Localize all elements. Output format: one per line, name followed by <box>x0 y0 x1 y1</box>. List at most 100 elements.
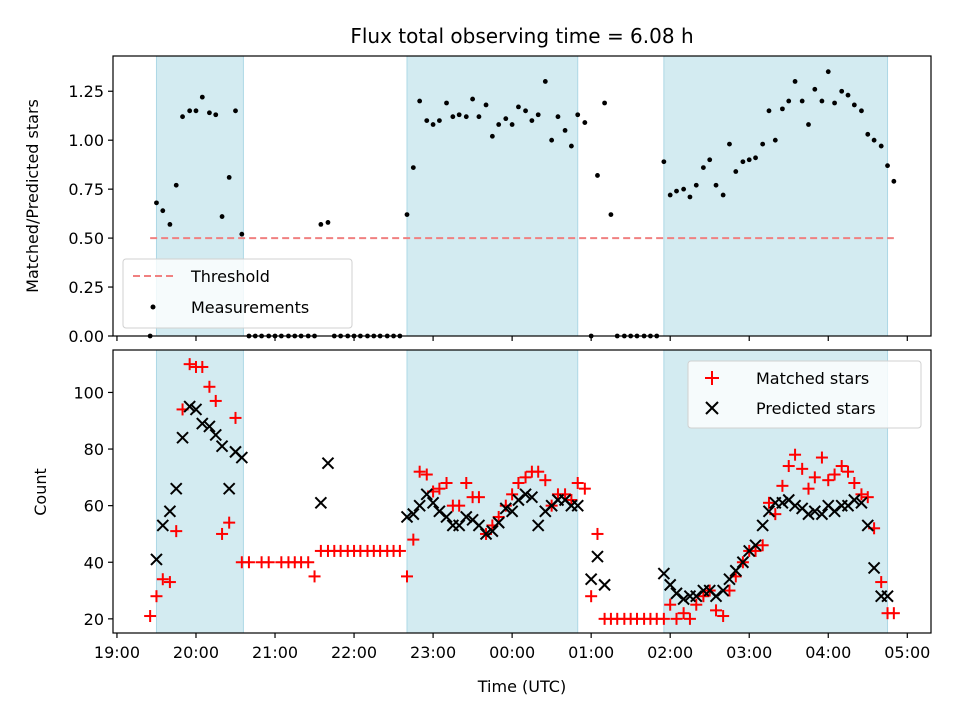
predicted-star-point <box>433 505 446 518</box>
matched-star-point <box>492 510 505 523</box>
predicted-star-point <box>150 553 163 566</box>
measurement-point <box>199 94 205 100</box>
measurement-point <box>766 108 772 114</box>
matched-star-point <box>697 590 710 603</box>
legend-predicted-label: Predicted stars <box>756 399 876 418</box>
x-tick-label: 03:00 <box>726 643 772 662</box>
predicted-star-point <box>723 573 736 586</box>
matched-star-point <box>690 598 703 611</box>
x-tick-label: 21:00 <box>252 643 298 662</box>
x-tick-label: 05:00 <box>884 643 930 662</box>
legend-measurements-label: Measurements <box>191 298 309 317</box>
matched-star-point <box>407 533 420 546</box>
top-x-ticks <box>116 336 908 341</box>
matched-star-point <box>242 556 255 569</box>
matched-star-point <box>420 468 433 481</box>
measurement-point <box>687 194 693 200</box>
x-tick-label: 02:00 <box>647 643 693 662</box>
matched-star-point <box>453 499 466 512</box>
predicted-stars-points <box>150 400 894 606</box>
measurement-points <box>147 69 897 339</box>
predicted-star-point <box>400 510 414 524</box>
y-tick-label: 0.75 <box>68 180 104 199</box>
matched-star-point <box>229 411 242 424</box>
predicted-star-point <box>183 400 196 413</box>
measurement-point <box>740 159 746 165</box>
matched-star-point <box>842 465 855 478</box>
legend-matched-label: Matched stars <box>756 369 869 388</box>
predicted-star-point <box>855 496 868 510</box>
matched-star-point <box>710 604 723 617</box>
measurement-point <box>871 137 877 143</box>
measurement-point <box>207 110 212 116</box>
measurement-point <box>456 112 462 118</box>
matched-star-point <box>723 584 736 597</box>
matched-star-point <box>433 482 446 495</box>
matched-star-point <box>506 488 519 501</box>
measurement-point <box>746 157 752 163</box>
matched-star-point <box>796 462 809 475</box>
measurement-point <box>450 114 456 120</box>
measurement-point <box>325 220 331 225</box>
matched-star-point <box>183 358 196 371</box>
observing-window <box>406 55 579 337</box>
measurement-point <box>503 116 509 122</box>
measurement-point <box>496 122 502 127</box>
measurement-point <box>772 137 778 143</box>
matched-star-point <box>677 607 690 620</box>
measurement-point <box>417 98 423 104</box>
measurement-point <box>839 88 845 94</box>
predicted-star-point <box>670 587 683 600</box>
predicted-star-point <box>512 493 525 507</box>
measurement-point <box>160 208 166 214</box>
measurement-point <box>318 221 324 227</box>
matched-star-point <box>578 482 591 495</box>
measurement-point <box>595 173 600 178</box>
measurement-point <box>187 108 193 114</box>
matched-star-point <box>828 468 841 481</box>
predicted-star-point <box>209 428 222 442</box>
y-tick-label: 20 <box>84 610 104 629</box>
x-tick-label: 22:00 <box>331 643 377 662</box>
bottom-legend: Matched stars Predicted stars <box>687 360 922 429</box>
matched-star-point <box>683 612 696 625</box>
measurement-point <box>167 221 173 227</box>
matched-star-point <box>571 477 584 490</box>
predicted-star-point <box>808 505 822 518</box>
measurement-point <box>700 165 706 171</box>
matched-star-point <box>539 474 552 487</box>
matched-star-point <box>762 496 775 509</box>
measurement-point <box>219 214 225 219</box>
matched-star-point <box>393 544 406 557</box>
predicted-star-point <box>861 519 874 532</box>
predicted-star-point <box>170 482 183 495</box>
measurement-point <box>661 159 667 165</box>
measurement-point <box>693 182 699 188</box>
measurement-point <box>562 128 568 133</box>
y-tick-label: 1.25 <box>68 82 104 101</box>
measurement-point <box>180 114 185 120</box>
predicted-star-point <box>690 590 703 603</box>
matched-star-point <box>585 590 598 603</box>
measurement-point <box>674 188 679 194</box>
predicted-star-point <box>802 507 815 521</box>
matched-star-point <box>170 525 183 538</box>
measurement-point <box>483 102 489 108</box>
measurement-point <box>555 114 561 120</box>
measurement-point <box>780 106 785 112</box>
y-tick-label: 40 <box>84 553 104 572</box>
measurement-point <box>602 100 607 106</box>
predicted-star-point <box>222 482 236 495</box>
measurement-point <box>713 182 719 188</box>
measurement-point <box>444 100 449 106</box>
predicted-star-point <box>189 403 203 416</box>
predicted-star-point <box>426 496 440 510</box>
matched-star-point <box>150 590 163 603</box>
x-tick-label: 00:00 <box>489 643 535 662</box>
predicted-star-point <box>663 578 677 592</box>
y-tick-label: 1.00 <box>68 131 104 150</box>
predicted-star-point <box>486 524 499 538</box>
predicted-star-point <box>736 556 750 569</box>
predicted-star-point <box>598 578 611 592</box>
